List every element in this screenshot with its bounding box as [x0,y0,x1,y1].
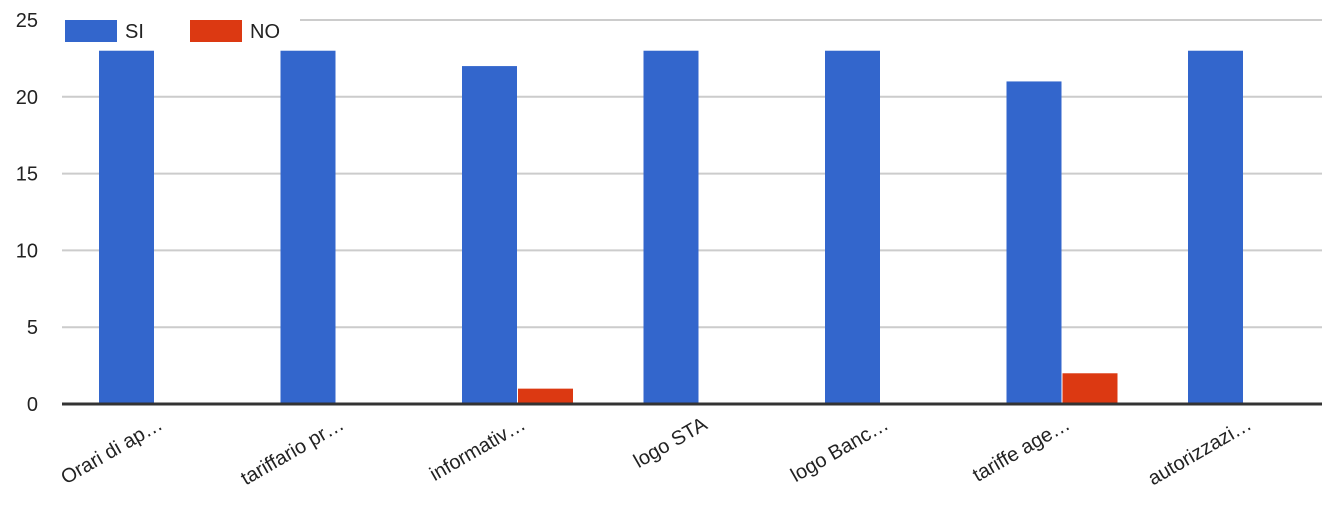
y-tick-label: 15 [16,164,38,186]
x-axis-labels: Orari di ap… tariffario pr… informativ… log… [57,413,1255,490]
bar-si-4 [825,50,880,404]
bar-si-2 [462,66,517,404]
bar-si-1 [280,50,336,404]
legend-label: SI [125,21,144,43]
y-tick-label: 20 [16,87,38,109]
bars [99,50,1243,404]
x-tick-label: tariffe age… [969,413,1074,486]
legend-swatch [190,20,242,42]
y-axis-ticks: 0 5 10 15 20 25 [16,10,38,416]
bar-si-6 [1188,50,1243,404]
x-tick-label: autorizzazi… [1144,413,1255,490]
legend-label: NO [250,21,280,43]
bar-no-2 [518,388,573,404]
y-tick-label: 5 [27,317,38,339]
bar-si-3 [643,50,699,404]
x-tick-label: logo Banc… [787,413,892,487]
bar-no-5 [1062,373,1118,404]
legend: SI NO [60,16,300,46]
x-tick-label: Orari di ap… [57,413,166,489]
y-tick-label: 0 [27,394,38,416]
x-tick-label: tariffario pr… [237,413,348,490]
bar-si-5 [1006,81,1062,404]
x-tick-label: informativ… [426,413,529,485]
y-tick-label: 10 [16,240,38,262]
x-tick-label: logo STA [630,413,712,473]
legend-swatch [65,20,117,42]
y-tick-label: 25 [16,10,38,32]
bar-si-0 [99,50,154,404]
